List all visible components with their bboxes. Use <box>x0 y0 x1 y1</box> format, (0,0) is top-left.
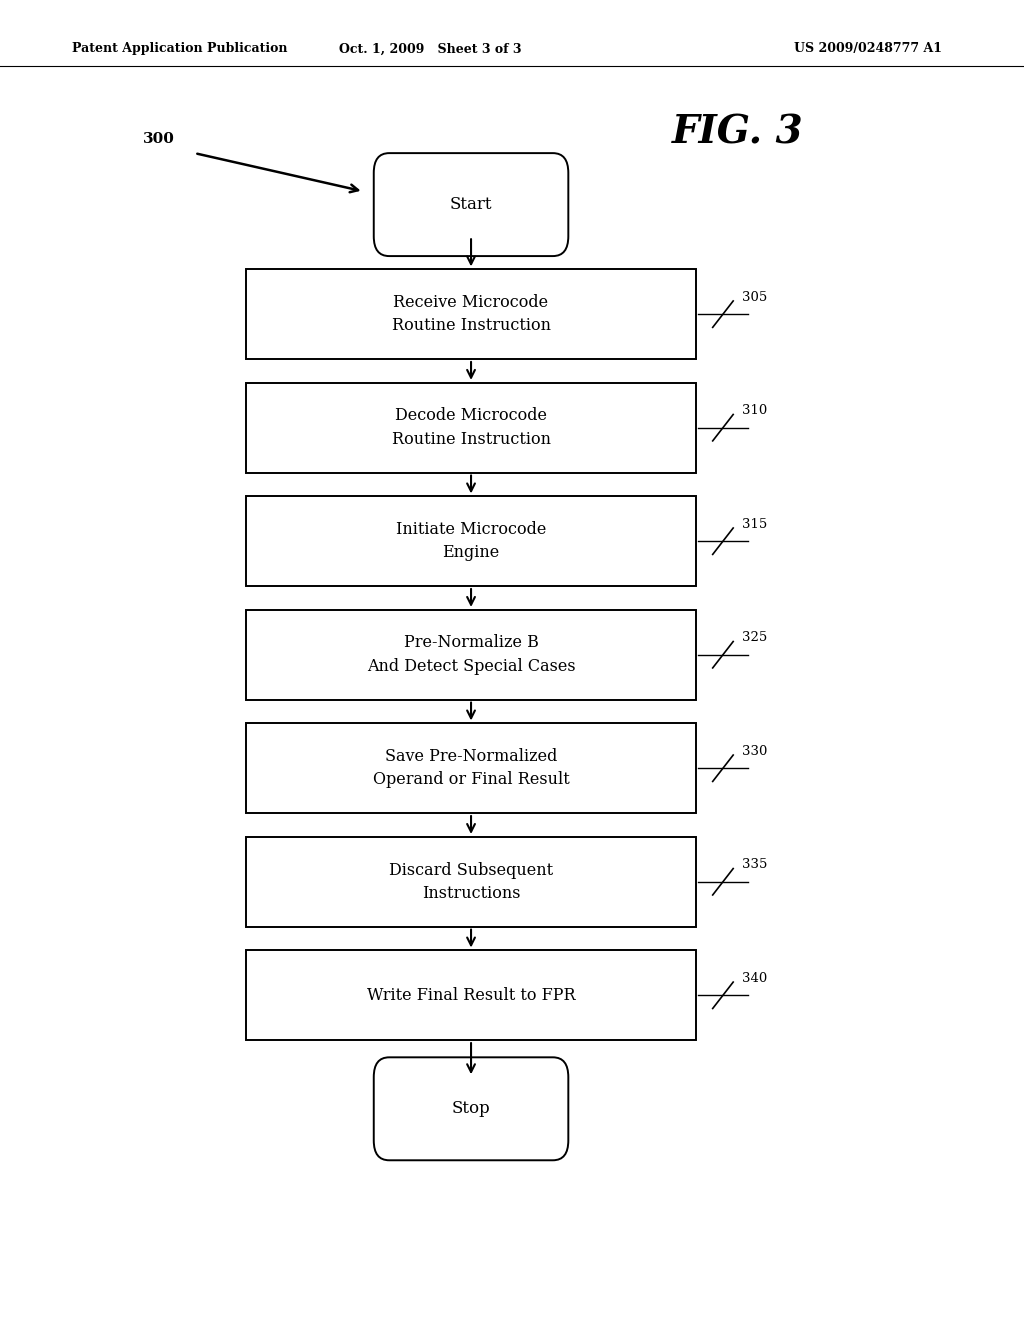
Text: 310: 310 <box>742 404 768 417</box>
FancyBboxPatch shape <box>374 153 568 256</box>
Text: Patent Application Publication: Patent Application Publication <box>72 42 287 55</box>
Bar <box>246 950 696 1040</box>
Text: 335: 335 <box>742 858 768 871</box>
Bar <box>246 383 696 473</box>
Text: Stop: Stop <box>452 1101 490 1117</box>
FancyBboxPatch shape <box>374 1057 568 1160</box>
Bar <box>246 496 696 586</box>
Text: Receive Microcode
Routine Instruction: Receive Microcode Routine Instruction <box>391 294 551 334</box>
Text: 325: 325 <box>742 631 768 644</box>
Text: 305: 305 <box>742 290 768 304</box>
Text: Pre-Normalize B
And Detect Special Cases: Pre-Normalize B And Detect Special Cases <box>367 635 575 675</box>
Text: 330: 330 <box>742 744 768 758</box>
Bar <box>246 723 696 813</box>
Text: Oct. 1, 2009   Sheet 3 of 3: Oct. 1, 2009 Sheet 3 of 3 <box>339 42 521 55</box>
Text: Start: Start <box>450 197 493 213</box>
Text: 315: 315 <box>742 517 768 531</box>
Text: 340: 340 <box>742 972 768 985</box>
Bar <box>246 610 696 700</box>
Text: Write Final Result to FPR: Write Final Result to FPR <box>367 987 575 1003</box>
Text: Initiate Microcode
Engine: Initiate Microcode Engine <box>396 521 546 561</box>
Text: Decode Microcode
Routine Instruction: Decode Microcode Routine Instruction <box>391 408 551 447</box>
Bar <box>246 269 696 359</box>
Text: FIG. 3: FIG. 3 <box>672 114 803 150</box>
Text: Discard Subsequent
Instructions: Discard Subsequent Instructions <box>389 862 553 902</box>
Bar <box>246 837 696 927</box>
Text: Save Pre-Normalized
Operand or Final Result: Save Pre-Normalized Operand or Final Res… <box>373 748 569 788</box>
Text: US 2009/0248777 A1: US 2009/0248777 A1 <box>794 42 942 55</box>
Text: 300: 300 <box>142 132 175 145</box>
